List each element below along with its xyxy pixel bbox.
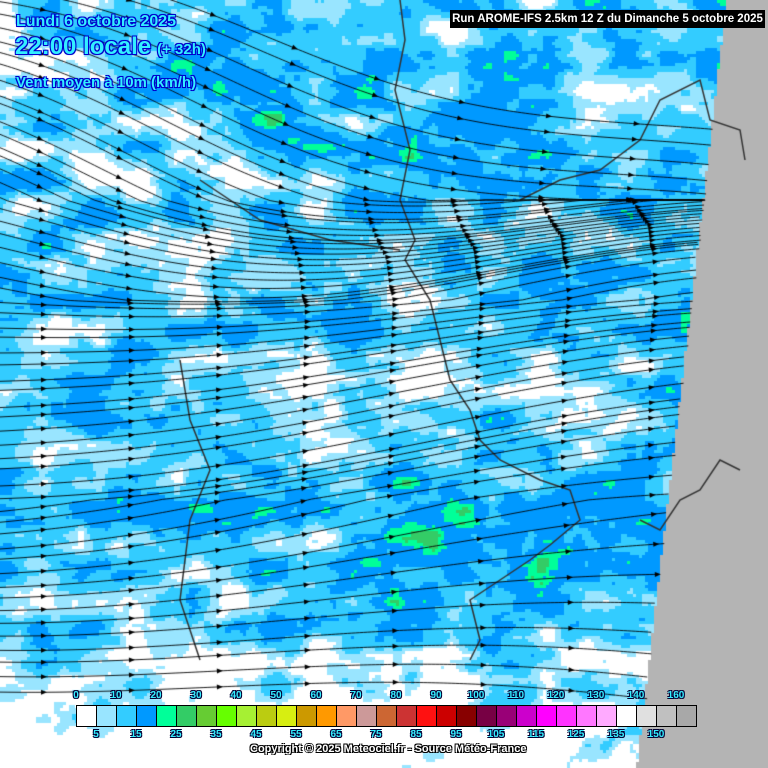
legend-swatch [597, 706, 617, 726]
legend-swatch [177, 706, 197, 726]
legend-label: 55 [290, 729, 302, 740]
legend-label: 160 [667, 690, 685, 701]
legend-label: 65 [330, 729, 342, 740]
legend-label: 15 [130, 729, 142, 740]
legend-swatch [317, 706, 337, 726]
legend-swatch [357, 706, 377, 726]
forecast-date: Lundi 6 octobre 2025 [16, 13, 177, 30]
legend-label: 110 [507, 690, 525, 701]
legend-swatch [517, 706, 537, 726]
legend-label: 75 [370, 729, 382, 740]
legend-label: 5 [93, 729, 99, 740]
legend-swatch [477, 706, 497, 726]
legend-label: 95 [450, 729, 462, 740]
legend-swatch [257, 706, 277, 726]
legend-label: 130 [587, 690, 605, 701]
legend-label: 80 [390, 690, 402, 701]
legend-label: 25 [170, 729, 182, 740]
legend-swatch [137, 706, 157, 726]
variable-title: Vent moyen à 10m (km/h) [16, 74, 197, 91]
legend-swatch [337, 706, 357, 726]
legend-swatch [537, 706, 557, 726]
legend-swatch [457, 706, 477, 726]
legend-label: 70 [350, 690, 362, 701]
legend-swatch [617, 706, 637, 726]
legend-swatch [117, 706, 137, 726]
legend-label: 120 [547, 690, 565, 701]
run-info: Run AROME-IFS 2.5km 12 Z du Dimanche 5 o… [450, 10, 765, 28]
legend-label: 35 [210, 729, 222, 740]
legend-swatch [77, 706, 97, 726]
legend-swatch [217, 706, 237, 726]
legend-label: 20 [150, 690, 162, 701]
legend-label: 105 [487, 729, 505, 740]
legend-label: 100 [467, 690, 485, 701]
legend-swatch [97, 706, 117, 726]
legend-label: 40 [230, 690, 242, 701]
legend-swatch [577, 706, 597, 726]
lead-time: (+ 32h) [157, 41, 206, 58]
legend-label: 125 [567, 729, 585, 740]
legend-swatch [677, 706, 696, 726]
legend-swatch [637, 706, 657, 726]
legend-swatch [237, 706, 257, 726]
color-legend [76, 705, 697, 727]
forecast-time: 22:00 locale (+ 32h) [15, 33, 206, 61]
legend-swatch [377, 706, 397, 726]
legend-swatch [557, 706, 577, 726]
legend-swatch [437, 706, 457, 726]
legend-label: 0 [73, 690, 79, 701]
legend-swatch [397, 706, 417, 726]
local-time: 22:00 locale [15, 33, 152, 60]
legend-label: 150 [647, 729, 665, 740]
legend-swatch [497, 706, 517, 726]
legend-label: 140 [627, 690, 645, 701]
legend-swatch [197, 706, 217, 726]
legend-swatch [157, 706, 177, 726]
copyright: Copyright © 2025 Meteociel.fr - Source M… [250, 743, 527, 755]
legend-label: 135 [607, 729, 625, 740]
legend-label: 60 [310, 690, 322, 701]
legend-label: 10 [110, 690, 122, 701]
legend-label: 85 [410, 729, 422, 740]
legend-swatch [657, 706, 677, 726]
legend-label: 30 [190, 690, 202, 701]
legend-swatch [297, 706, 317, 726]
legend-swatch [277, 706, 297, 726]
legend-label: 115 [527, 729, 545, 740]
legend-label: 50 [270, 690, 282, 701]
legend-label: 90 [430, 690, 442, 701]
legend-swatch [417, 706, 437, 726]
legend-label: 45 [250, 729, 262, 740]
